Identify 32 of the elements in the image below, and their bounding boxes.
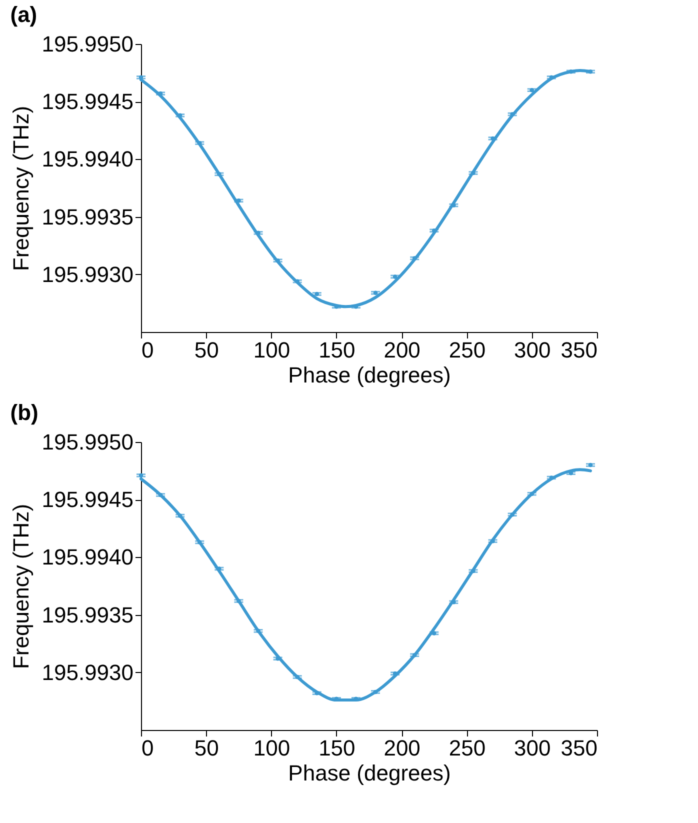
y-tick-label: 195.9930 — [42, 262, 134, 287]
x-tick-label: 250 — [448, 338, 486, 362]
x-axis-title: Phase (degrees) — [288, 362, 451, 388]
y-tick-label: 195.9935 — [42, 204, 134, 230]
x-tick-label: 200 — [384, 736, 420, 760]
y-tick-label: 195.9950 — [42, 430, 134, 454]
x-tick-label: 0 — [142, 338, 154, 362]
y-tick-label: 195.9940 — [42, 544, 134, 570]
y-axis-title: Frequency (THz) — [8, 106, 34, 272]
x-tick-label: 100 — [253, 736, 290, 760]
x-tick-label: 150 — [318, 338, 356, 362]
chart-title: (a) — [10, 2, 38, 27]
y-tick-label: 195.9945 — [42, 89, 134, 114]
x-tick-label: 300 — [514, 338, 551, 362]
y-tick-label: 195.9950 — [42, 32, 134, 56]
x-tick-label: 350 — [560, 736, 598, 760]
x-tick-label: 300 — [514, 736, 551, 760]
y-tick-label: 195.9940 — [42, 146, 134, 172]
x-tick-label: 350 — [560, 338, 598, 362]
x-tick-label: 50 — [194, 338, 219, 362]
x-tick-label: 100 — [253, 338, 290, 362]
x-tick-label: 200 — [384, 338, 420, 362]
y-axis-title: Frequency (THz) — [8, 504, 34, 670]
y-tick-label: 195.9945 — [42, 487, 134, 512]
x-tick-label: 250 — [448, 736, 486, 760]
chart-title: (b) — [10, 400, 38, 425]
x-tick-label: 50 — [194, 736, 219, 760]
x-axis-title: Phase (degrees) — [288, 760, 451, 786]
y-tick-label: 195.9930 — [42, 660, 134, 685]
x-tick-label: 0 — [142, 736, 154, 760]
y-tick-label: 195.9935 — [42, 602, 134, 628]
x-tick-label: 150 — [318, 736, 356, 760]
